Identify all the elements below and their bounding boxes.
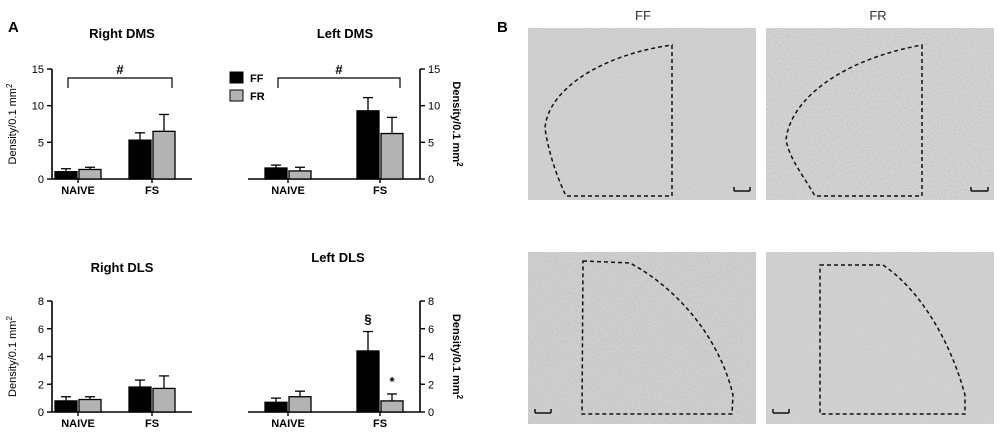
y-tick-label: 0 bbox=[428, 407, 434, 419]
y-tick-label: 6 bbox=[38, 324, 44, 336]
bar bbox=[128, 139, 152, 180]
y-axis-label: Density/0.1 mm2 bbox=[5, 83, 20, 164]
bar bbox=[264, 167, 288, 180]
y-tick-label: 8 bbox=[428, 296, 434, 308]
bar bbox=[78, 398, 102, 413]
bar bbox=[152, 130, 176, 180]
bar bbox=[264, 401, 288, 413]
x-category-label: FS bbox=[145, 418, 159, 430]
chart-title: Right DLS bbox=[91, 260, 154, 275]
chart-right-dms: Right DMS 0 5 10 15 Density/0.1 mm2 NAIVE FS # bbox=[5, 26, 192, 197]
bar bbox=[78, 168, 102, 180]
significance-marker: § bbox=[364, 312, 371, 327]
y-tick-label: 0 bbox=[38, 407, 44, 419]
y-tick-label: 6 bbox=[428, 324, 434, 336]
y-axis-label: Density/0.1 mm2 bbox=[5, 316, 20, 397]
significance-marker: * bbox=[389, 374, 395, 389]
y-tick-label: 15 bbox=[32, 64, 44, 76]
y-tick-label: 4 bbox=[38, 352, 44, 364]
micrograph-ff-dms bbox=[528, 28, 756, 200]
bar bbox=[54, 400, 78, 413]
x-category-label: NAIVE bbox=[61, 185, 95, 197]
x-category-label: NAIVE bbox=[61, 418, 95, 430]
roi-outline bbox=[581, 260, 734, 415]
micrograph-column-ff: FF bbox=[635, 8, 651, 23]
y-axis-label: Density/0.1 mm2 bbox=[450, 314, 465, 400]
x-category-label: FS bbox=[373, 418, 387, 430]
scale-bar bbox=[534, 409, 552, 414]
bar bbox=[356, 110, 380, 180]
legend-swatch-ff bbox=[229, 71, 244, 84]
significance-bracket bbox=[277, 77, 401, 88]
chart-title: Left DLS bbox=[311, 250, 365, 265]
micrograph-fr-dms bbox=[766, 28, 994, 200]
panel-a-label: A bbox=[8, 19, 19, 36]
y-tick-label: 0 bbox=[428, 174, 434, 186]
micrograph-panel: FF FR bbox=[528, 8, 994, 424]
significance-marker: # bbox=[116, 62, 124, 77]
bar bbox=[380, 132, 404, 180]
panel-b-label: B bbox=[497, 19, 508, 36]
significance-marker: # bbox=[335, 62, 343, 77]
y-tick-label: 10 bbox=[32, 101, 44, 113]
x-category-label: NAIVE bbox=[271, 418, 305, 430]
roi-outline bbox=[785, 44, 923, 197]
roi-outline bbox=[819, 264, 966, 415]
bar bbox=[54, 171, 78, 180]
y-tick-label: 5 bbox=[428, 137, 434, 149]
y-tick-label: 2 bbox=[428, 379, 434, 391]
chart-title: Right DMS bbox=[89, 26, 155, 41]
bar bbox=[380, 400, 404, 413]
y-tick-label: 15 bbox=[428, 64, 440, 76]
chart-left-dms: Left DMS 0 5 10 15 Density/0.1 mm2 NAIVE FS # bbox=[248, 26, 465, 197]
chart-title: Left DMS bbox=[317, 26, 374, 41]
legend-label-ff: FF bbox=[250, 73, 264, 85]
scale-bar bbox=[733, 187, 751, 192]
y-tick-label: 10 bbox=[428, 101, 440, 113]
x-category-label: FS bbox=[145, 185, 159, 197]
legend: FF FR bbox=[229, 71, 265, 103]
y-tick-label: 8 bbox=[38, 296, 44, 308]
chart-right-dls: Right DLS 0 2 4 6 8 Density/0.1 mm2 NAIVE FS bbox=[5, 260, 192, 430]
bar bbox=[152, 387, 176, 413]
micrograph-ff-dls bbox=[528, 252, 756, 424]
bar bbox=[288, 396, 312, 413]
y-axis-label: Density/0.1 mm2 bbox=[450, 81, 465, 167]
micrograph-column-fr: FR bbox=[869, 8, 886, 23]
legend-swatch-fr bbox=[229, 89, 244, 102]
bar bbox=[288, 170, 312, 180]
roi-outline bbox=[544, 44, 673, 197]
x-category-label: NAIVE bbox=[271, 185, 305, 197]
bar bbox=[356, 350, 380, 413]
chart-left-dls: Left DLS 0 2 4 6 8 Density/0.1 mm2 NAIVE FS § * bbox=[248, 250, 465, 430]
y-tick-label: 2 bbox=[38, 379, 44, 391]
scale-bar bbox=[970, 187, 989, 192]
scale-bar bbox=[772, 409, 790, 414]
y-tick-label: 0 bbox=[38, 174, 44, 186]
x-category-label: FS bbox=[373, 185, 387, 197]
y-tick-label: 5 bbox=[38, 137, 44, 149]
bar bbox=[128, 386, 152, 413]
significance-bracket bbox=[67, 77, 173, 88]
legend-label-fr: FR bbox=[250, 91, 265, 103]
micrograph-fr-dls bbox=[766, 252, 994, 424]
y-tick-label: 4 bbox=[428, 352, 434, 364]
